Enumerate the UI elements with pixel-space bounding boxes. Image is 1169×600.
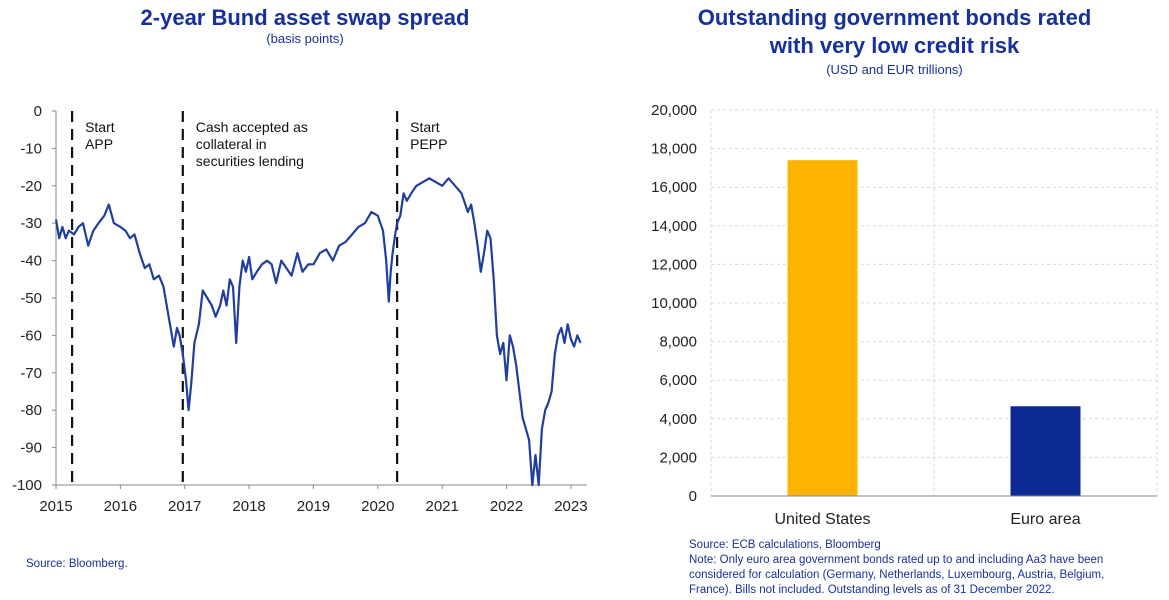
swap-spread-line-chart: 0 -10 -20 -30 -40 -50 -60 -70 -80 -90 -100 2015 2016…	[12, 103, 588, 515]
x-tick-label: 2017	[168, 498, 201, 515]
event-marker-label: Start	[410, 119, 440, 135]
event-marker-label: PEPP	[410, 136, 447, 152]
x-tick-label: 2015	[39, 498, 72, 515]
y-tick-label: 0	[34, 103, 42, 120]
y-tick-label: -60	[20, 327, 42, 344]
x-tick-label: 2022	[490, 498, 523, 515]
event-marker-label: Cash accepted as	[196, 119, 308, 135]
x-tick-label: 2020	[361, 498, 394, 515]
y-tick-label: 8,000	[659, 334, 697, 351]
gov-bonds-note-line-3: France). Bills not included. Outstanding…	[689, 584, 1055, 596]
x-tick-label: 2016	[104, 498, 137, 515]
gov-bonds-title-line-1: Outstanding government bonds rated	[697, 5, 1092, 30]
y-tick-label: -30	[20, 215, 42, 232]
y-tick-label: 16,000	[651, 179, 697, 196]
y-tick-label: -40	[20, 253, 42, 270]
y-tick-label: 20,000	[651, 102, 697, 119]
gov-bonds-source: Source: ECB calculations, Bloomberg	[689, 539, 881, 551]
y-tick-label: 2,000	[659, 449, 697, 466]
gov-bonds-note-line-2: considered for calculation (Germany, Net…	[689, 569, 1105, 581]
gov-bonds-title-line-2: with very low credit risk	[769, 33, 1020, 58]
event-marker-label: securities lending	[196, 153, 304, 169]
event-marker-label: collateral in	[196, 136, 267, 152]
y-tick-label: 0	[689, 488, 697, 505]
x-tick-label: 2018	[232, 498, 265, 515]
x-category-label: United States	[774, 511, 870, 528]
event-marker-label: Start	[85, 119, 115, 135]
y-tick-label: 4,000	[659, 411, 697, 428]
swap-spread-title: 2-year Bund asset swap spread	[140, 5, 470, 30]
gov-bonds-subtitle: (USD and EUR trillions)	[826, 62, 963, 77]
y-tick-label: -20	[20, 178, 42, 195]
swap-spread-source: Source: Bloomberg.	[26, 558, 128, 570]
y-tick-label: 6,000	[659, 372, 697, 389]
y-tick-label: 12,000	[651, 256, 697, 273]
y-tick-label: -90	[20, 440, 42, 457]
y-tick-label: -50	[20, 290, 42, 307]
x-tick-label: 2023	[554, 498, 587, 515]
y-tick-label: -10	[20, 140, 42, 157]
gov-bonds-panel: Outstanding government bonds rated with …	[620, 0, 1169, 600]
y-tick-label: -80	[20, 402, 42, 419]
y-tick-label: -100	[12, 477, 42, 494]
swap-spread-panel: 2-year Bund asset swap spread (basis poi…	[12, 5, 588, 570]
y-tick-label: 14,000	[651, 218, 697, 235]
y-tick-label: 18,000	[651, 141, 697, 158]
bar-euro-area	[1010, 406, 1081, 496]
x-tick-label: 2019	[297, 498, 330, 515]
gov-bonds-bar-chart: 0 2,000 4,000 6,000 8,000 10,000 12,000 14,000 1…	[651, 102, 1158, 528]
bar-united-states	[787, 160, 858, 496]
swap-spread-subtitle: (basis points)	[266, 31, 344, 46]
y-tick-label: -70	[20, 365, 42, 382]
gov-bonds-note-line-1: Note: Only euro area government bonds ra…	[689, 554, 1104, 566]
event-marker-label: APP	[85, 136, 113, 152]
x-tick-label: 2021	[425, 498, 458, 515]
x-category-label: Euro area	[1010, 511, 1080, 528]
y-tick-label: 10,000	[651, 295, 697, 312]
swap-spread-series-line	[54, 177, 582, 487]
